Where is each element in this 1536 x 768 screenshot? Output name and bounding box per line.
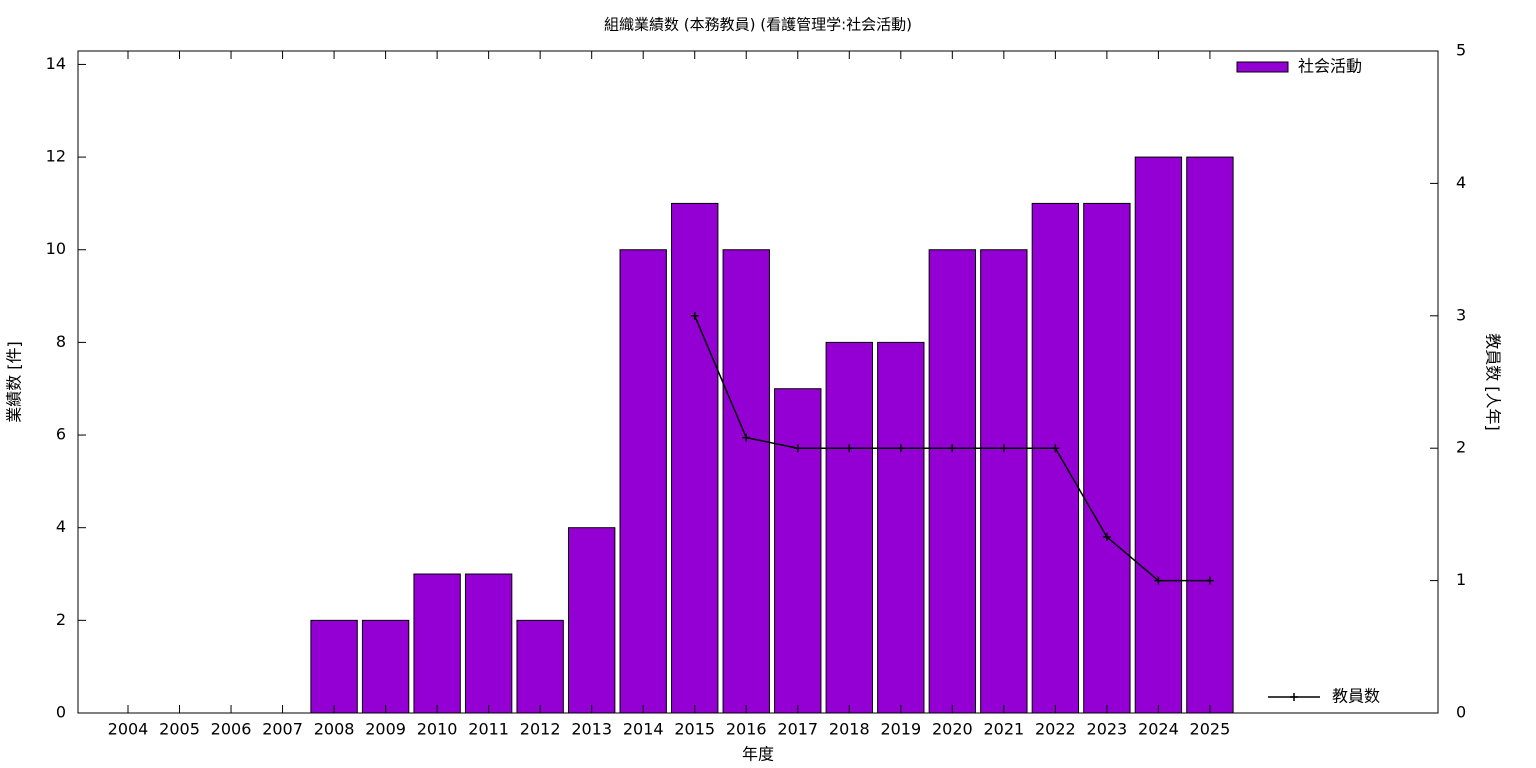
x-tick-label: 2008 xyxy=(314,720,355,739)
y-tick-label: 14 xyxy=(46,54,66,73)
x-tick-label: 2013 xyxy=(571,720,612,739)
y2-tick-label: 4 xyxy=(1456,173,1466,192)
bar xyxy=(1083,202,1131,714)
point-marker xyxy=(948,444,957,453)
point-marker xyxy=(845,444,854,453)
x-tick-label: 2019 xyxy=(880,720,921,739)
x-tick-label: 2004 xyxy=(108,720,149,739)
y-tick-label: 6 xyxy=(56,425,66,444)
y2-tick-label: 2 xyxy=(1456,438,1466,457)
y2-tick-label: 0 xyxy=(1456,703,1466,722)
bar xyxy=(980,249,1028,714)
x-tick-label: 2025 xyxy=(1190,720,1231,739)
bar xyxy=(671,202,719,714)
x-tick-label: 2014 xyxy=(623,720,664,739)
x-tick-label: 2007 xyxy=(262,720,303,739)
chart-title: 組織業績数 (本務教員) (看護管理学:社会活動) xyxy=(604,16,912,34)
x-tick-label: 2015 xyxy=(674,720,715,739)
y2-tick-label: 5 xyxy=(1456,41,1466,60)
x-tick-label: 2018 xyxy=(829,720,870,739)
point-marker xyxy=(690,311,699,320)
point-marker xyxy=(1102,532,1111,541)
y-axis-label: 業績数 [件] xyxy=(5,341,24,423)
x-tick-label: 2010 xyxy=(417,720,458,739)
bar xyxy=(1186,156,1234,714)
x-tick-label: 2009 xyxy=(365,720,406,739)
y-tick-label: 10 xyxy=(46,239,66,258)
plot-frame xyxy=(77,50,1439,714)
x-tick-label: 2023 xyxy=(1087,720,1128,739)
y2-tick-label: 3 xyxy=(1456,305,1466,324)
x-tick-label: 2011 xyxy=(468,720,509,739)
x-tick-label: 2017 xyxy=(777,720,818,739)
point-marker xyxy=(1154,576,1163,585)
bar xyxy=(928,249,977,714)
point-marker xyxy=(999,444,1008,453)
x-tick-label: 2016 xyxy=(726,720,767,739)
point-marker xyxy=(1051,444,1060,453)
bar xyxy=(619,249,667,714)
x-tick-label: 2021 xyxy=(983,720,1024,739)
x-axis-label: 年度 xyxy=(742,745,774,764)
bar xyxy=(1134,156,1183,714)
legend-swatch xyxy=(1236,61,1289,73)
point-marker xyxy=(742,433,751,442)
y-tick-label: 4 xyxy=(56,517,66,536)
bar xyxy=(516,619,564,714)
bar xyxy=(567,527,616,714)
x-tick-label: 2012 xyxy=(520,720,561,739)
x-tick-label: 2020 xyxy=(932,720,973,739)
bar xyxy=(774,388,822,714)
x-tick-label: 2024 xyxy=(1138,720,1179,739)
y-tick-label: 0 xyxy=(56,703,66,722)
bar xyxy=(825,341,873,714)
legend-label: 教員数 xyxy=(1332,687,1380,706)
bar xyxy=(310,619,358,714)
bar xyxy=(361,619,410,714)
y-tick-label: 2 xyxy=(56,610,66,629)
x-tick-label: 2006 xyxy=(211,720,252,739)
x-tick-label: 2022 xyxy=(1035,720,1076,739)
bar xyxy=(722,249,770,714)
bar xyxy=(1031,202,1080,714)
bar xyxy=(877,341,925,714)
point-marker xyxy=(896,444,905,453)
y2-axis-label: 教員数 [人年] xyxy=(1484,333,1503,431)
y2-tick-label: 1 xyxy=(1456,570,1466,589)
point-marker xyxy=(1205,576,1214,585)
bar xyxy=(413,573,461,714)
legend-marker xyxy=(1290,693,1298,701)
y-tick-label: 12 xyxy=(46,147,66,166)
point-marker xyxy=(793,444,802,453)
y-tick-label: 8 xyxy=(56,332,66,351)
legend-label: 社会活動 xyxy=(1298,57,1362,76)
x-tick-label: 2005 xyxy=(159,720,200,739)
bar xyxy=(464,573,513,714)
